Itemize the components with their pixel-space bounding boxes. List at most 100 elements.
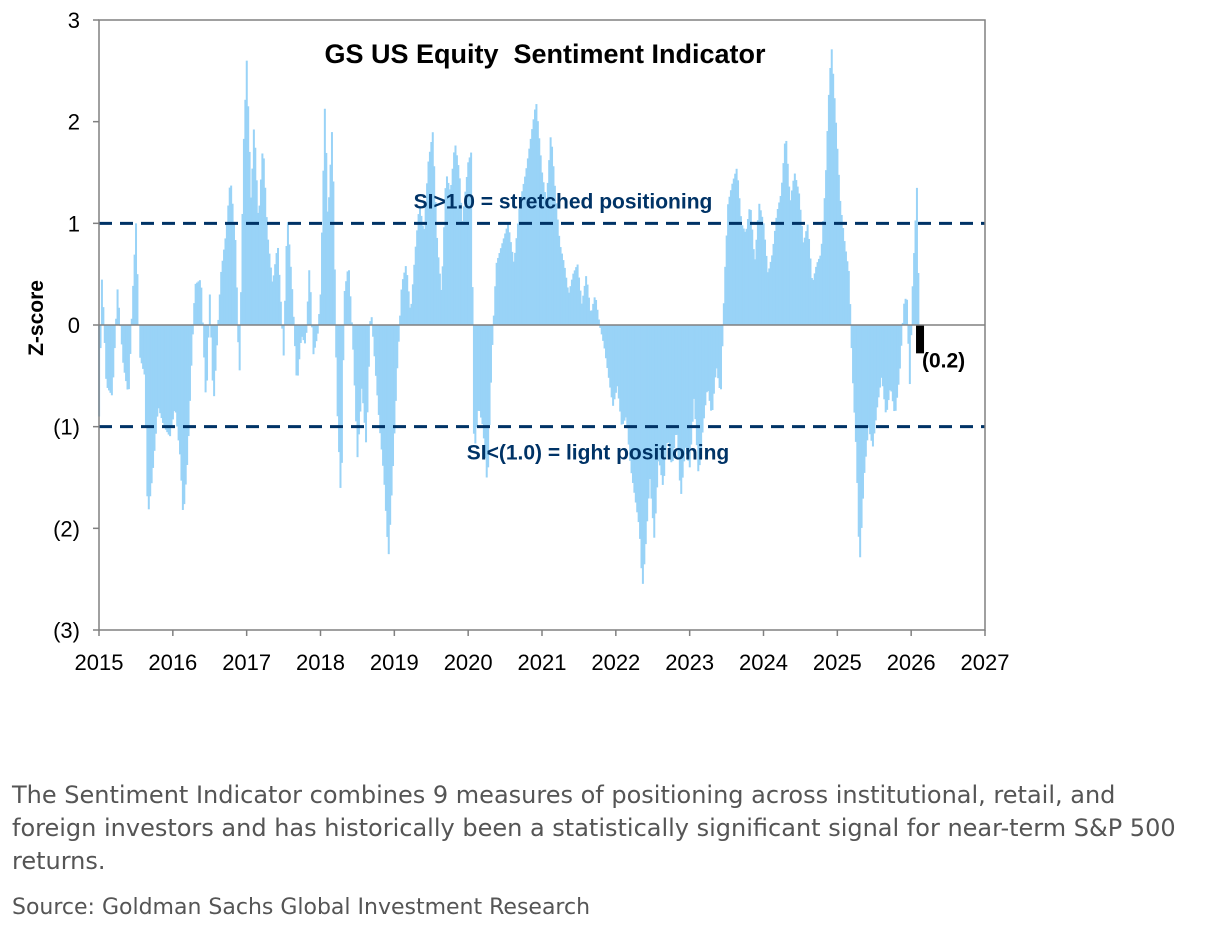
sentiment-bar (668, 325, 671, 453)
sentiment-bar (112, 325, 115, 378)
sentiment-bar (877, 325, 880, 398)
sentiment-bar (257, 212, 260, 325)
sentiment-bar (392, 325, 395, 467)
sentiment-bar (147, 325, 150, 510)
x-axis: 2015 2016 2017 2018 2019 2020 2021 2022 2023 2024… (75, 630, 1009, 675)
sentiment-bar (512, 261, 515, 325)
sentiment-bar (671, 325, 674, 462)
sentiment-bar (267, 239, 270, 325)
sentiment-bar (230, 185, 233, 325)
sentiment-bar (913, 253, 916, 325)
sentiment-bar (846, 261, 849, 325)
sentiment-bar (670, 325, 673, 463)
sentiment-bar (526, 158, 529, 325)
sentiment-bar (725, 235, 728, 325)
sentiment-bar (796, 186, 799, 325)
sentiment-bar (285, 246, 288, 325)
sentiment-bar (707, 325, 710, 392)
sentiment-bar (100, 279, 103, 325)
sentiment-bar (504, 233, 507, 325)
sentiment-bar (475, 325, 478, 428)
sentiment-bar (399, 315, 402, 325)
sentiment-bar (722, 303, 725, 325)
sentiment-bar (522, 183, 525, 325)
sentiment-bar (539, 155, 542, 325)
sentiment-bar (353, 325, 356, 386)
sentiment-bar (430, 142, 433, 325)
y-axis-label: Z-score (25, 280, 48, 356)
sentiment-bar (675, 325, 678, 435)
sentiment-bar (299, 325, 302, 343)
sentiment-bar (336, 325, 339, 417)
sentiment-bar (783, 143, 786, 325)
sentiment-bar (556, 219, 559, 325)
sentiment-bar (228, 187, 231, 325)
sentiment-bar (221, 260, 224, 325)
sentiment-bar (491, 325, 494, 345)
y-tick-label: (3) (53, 618, 80, 643)
sentiment-bar (218, 294, 221, 325)
sentiment-bar (773, 230, 776, 325)
sentiment-bar (332, 181, 335, 325)
sentiment-bar (825, 170, 828, 325)
sentiment-bar (620, 325, 623, 425)
sentiment-bar (436, 237, 439, 325)
sentiment-bar (515, 238, 518, 325)
sentiment-bar (596, 309, 599, 325)
sentiment-bar (274, 264, 277, 325)
sentiment-bar (105, 325, 108, 379)
sentiment-bar (866, 325, 869, 441)
sentiment-bar (616, 325, 619, 387)
sentiment-bar (484, 325, 487, 458)
sentiment-bar (711, 325, 714, 410)
sentiment-bar (441, 266, 444, 325)
sentiment-bar (214, 325, 217, 371)
sentiment-bar (911, 286, 914, 325)
sentiment-bar (463, 206, 466, 325)
sentiment-bar (424, 206, 427, 325)
sentiment-bar (461, 220, 464, 325)
sentiment-bar (316, 325, 319, 334)
sentiment-bar (369, 321, 372, 325)
sentiment-bar (764, 239, 767, 325)
sentiment-bar (702, 325, 705, 419)
sentiment-bar (705, 325, 708, 393)
sentiment-bar (170, 325, 173, 428)
sentiment-bar (440, 289, 443, 325)
sentiment-bar (619, 325, 622, 412)
sentiment-bar (629, 325, 632, 461)
sentiment-bar (103, 325, 106, 343)
sentiment-bar (177, 325, 180, 441)
sentiment-bar (161, 325, 164, 423)
sentiment-bar (453, 152, 456, 325)
sentiment-bar (715, 325, 718, 369)
sentiment-bar (485, 325, 488, 478)
sentiment-bar (800, 226, 803, 325)
sentiment-bar (210, 325, 213, 338)
sentiment-bar (734, 173, 737, 325)
sentiment-bar (536, 121, 539, 325)
sentiment-bar (529, 138, 532, 325)
sentiment-bar (217, 319, 220, 325)
x-tick-label: 2017 (222, 650, 271, 675)
sentiment-bar (110, 325, 113, 396)
sentiment-bar (295, 325, 298, 376)
sentiment-bar (658, 325, 661, 466)
sentiment-bar (213, 325, 216, 397)
sentiment-bar (910, 325, 913, 336)
sentiment-bar (721, 325, 724, 347)
sentiment-bar (163, 325, 166, 428)
sentiment-bar (117, 307, 120, 325)
sentiment-bar (565, 277, 568, 325)
sentiment-bar (683, 325, 686, 462)
source-text: Source: Goldman Sachs Global Investment … (12, 895, 591, 920)
sentiment-bar (204, 325, 207, 393)
sentiment-bar (306, 301, 309, 325)
sentiment-bar (710, 325, 713, 411)
sentiment-bar (272, 275, 275, 325)
sentiment-bar (741, 225, 744, 325)
sentiment-bar (637, 325, 640, 523)
sentiment-bar (890, 325, 893, 392)
sentiment-bar (790, 190, 793, 325)
sentiment-bar (532, 119, 535, 325)
